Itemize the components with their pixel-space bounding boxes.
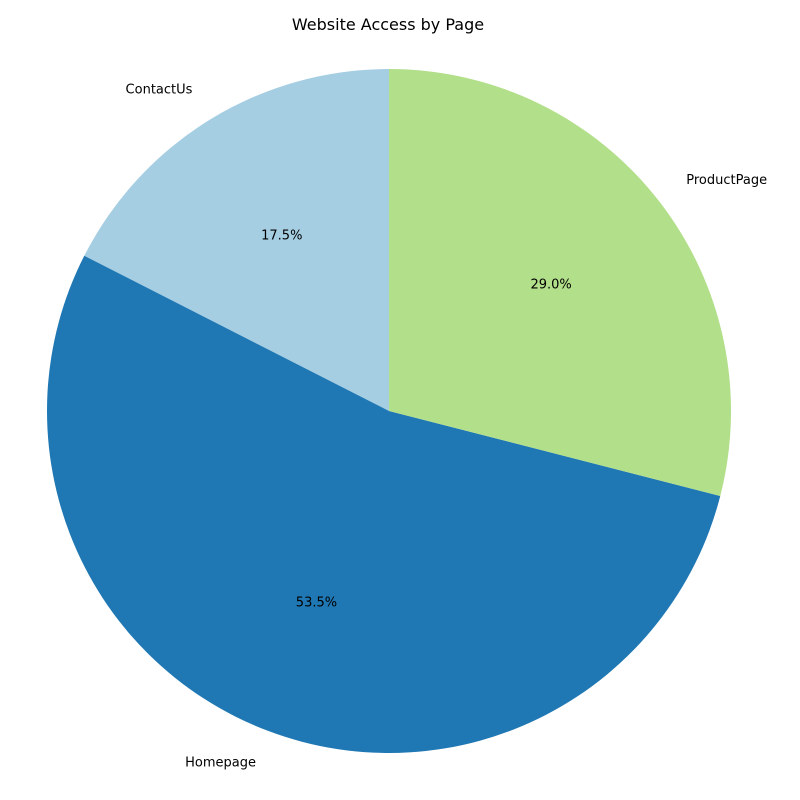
pie-slice-homepage bbox=[46, 255, 721, 754]
slice-percent-homepage: 53.5% bbox=[296, 595, 337, 610]
pie-slice-contactus bbox=[84, 69, 390, 411]
labels-layer: ContactUs 17.5% Homepage 53.5% ProductPage 29… bbox=[126, 83, 768, 771]
slice-label-homepage: Homepage bbox=[185, 755, 256, 770]
pie-slice-productpage bbox=[389, 69, 731, 497]
slice-label-contactus: ContactUs bbox=[126, 83, 193, 98]
slice-label-productpage: ProductPage bbox=[686, 173, 767, 188]
slice-percent-productpage: 29.0% bbox=[530, 278, 571, 293]
slices-layer bbox=[46, 69, 731, 754]
slice-percent-contactus: 17.5% bbox=[261, 229, 302, 244]
chart-title: Website Access by Page bbox=[292, 15, 484, 34]
